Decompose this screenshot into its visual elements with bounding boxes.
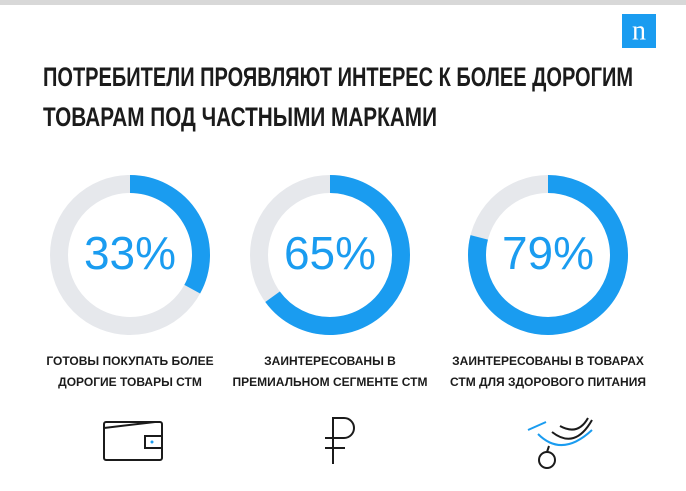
value-label: 79% [502,227,594,279]
donut-arc [129,175,210,294]
logo: n [632,15,646,46]
donut-arc [265,175,410,335]
donut-arc [468,175,628,335]
caption: ЗАИНТЕРЕСОВАНЫ В [264,354,396,368]
value-label: 33% [84,227,176,279]
caption: ГОТОВЫ ПОКУПАТЬ БОЛЕЕ [46,354,213,368]
fruit-icon [527,417,593,469]
wallet-icon [103,421,163,461]
ruble-icon [325,417,355,464]
caption: ПРЕМИАЛЬНОМ СЕГМЕНТЕ СТМ [233,375,428,389]
title-line: ТОВАРАМ ПОД ЧАСТНЫМИ МАРКАМИ [43,102,437,132]
value-label: 65% [284,227,376,279]
caption: ДОРОГИЕ ТОВАРЫ СТМ [58,375,202,389]
title-line: ПОТРЕБИТЕЛИ ПРОЯВЛЯЮТ ИНТЕРЕС К БОЛЕЕ ДО… [43,62,633,92]
top-bar [0,0,686,5]
logo-box [622,14,656,48]
caption: ЗАИНТЕРЕСОВАНЫ В ТОВАРАХ [452,354,644,368]
caption: СТМ ДЛЯ ЗДОРОВОГО ПИТАНИЯ [450,375,646,389]
